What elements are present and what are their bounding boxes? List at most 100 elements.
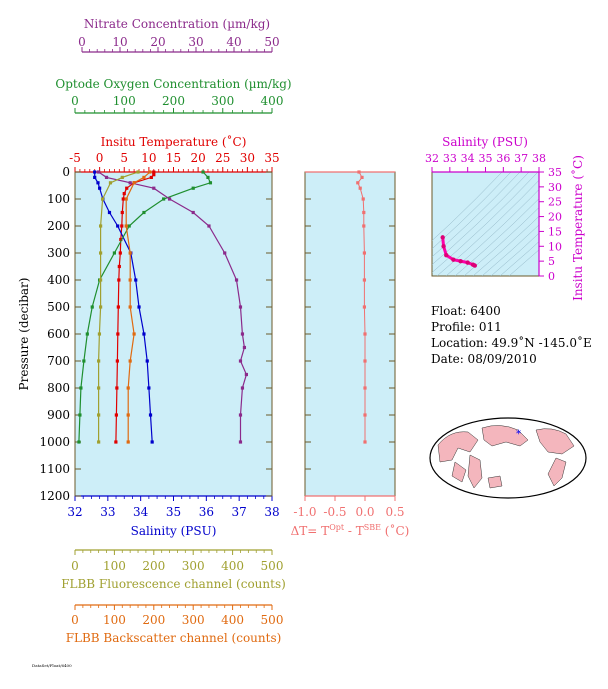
oxygen-axis-tick-label: 400 xyxy=(261,94,284,108)
delta-t-data-point xyxy=(361,197,365,201)
profile-data-point xyxy=(82,359,86,363)
profile-data-point xyxy=(167,197,172,201)
delta-t-data-point xyxy=(363,359,367,363)
ts-salinity-tick-label: 35 xyxy=(479,152,493,165)
profile-data-point xyxy=(116,224,120,228)
pressure-tick-label: 300 xyxy=(47,246,70,260)
world-map: * xyxy=(429,417,587,499)
density-isoline xyxy=(481,224,539,276)
delta-t-data-point xyxy=(362,210,366,215)
fluorescence-axis-tick-label: 400 xyxy=(221,559,244,573)
profile-data-point xyxy=(208,181,213,185)
profile-data-point xyxy=(99,278,103,282)
nitrate-axis-tick-label: 10 xyxy=(112,35,127,49)
profile-data-point xyxy=(242,345,247,350)
delta-t-label-part: Opt xyxy=(329,523,345,532)
delta-t-tick-label: -1.0 xyxy=(293,505,316,519)
profile-data-point xyxy=(207,224,211,228)
pressure-tick-label: 100 xyxy=(47,192,70,206)
profile-date: Date: 08/09/2010 xyxy=(431,352,537,366)
profile-data-point xyxy=(152,170,156,174)
ts-salinity-tick-label: 36 xyxy=(496,152,510,165)
profile-data-point xyxy=(244,372,248,377)
temperature-axis-tick-label: 20 xyxy=(190,151,205,165)
float-id: Float: 6400 xyxy=(431,304,501,318)
delta-t-label-part: ΔT= T xyxy=(291,524,330,538)
profile-data-point xyxy=(97,170,101,174)
delta-t-axis-label: ΔT= TOpt - TSBE (˚C) xyxy=(291,523,410,538)
ts-data-point xyxy=(444,253,449,258)
float-info: Float: 6400 Profile: 011 Location: 49.9˚… xyxy=(431,303,592,367)
oxygen-axis-tick-label: 100 xyxy=(113,94,136,108)
ts-data-point xyxy=(458,258,463,264)
profile-data-point xyxy=(78,413,82,417)
profile-data-point xyxy=(117,278,121,282)
delta-t-label-part: - T xyxy=(344,524,364,538)
backscatter-axis-tick-label: 100 xyxy=(103,613,126,627)
fluorescence-axis-label: FLBB Fluorescence channel (counts) xyxy=(61,577,286,591)
temperature-axis-tick-label: 35 xyxy=(264,151,279,165)
profile-data-point xyxy=(142,175,146,179)
ts-temperature-tick-label: 20 xyxy=(548,211,562,224)
profile-data-point xyxy=(118,251,122,255)
ts-salinity-axis-label: Salinity (PSU) xyxy=(442,135,528,149)
delta-t-data-point xyxy=(360,175,364,179)
profile-data-point xyxy=(127,224,131,228)
ts-temperature-axis-label: Insitu Temperature (˚C) xyxy=(570,155,585,301)
delta-t-data-point xyxy=(357,170,361,174)
fluorescence-axis-tick-label: 0 xyxy=(71,559,79,573)
delta-t-label-part: SBE xyxy=(364,523,381,532)
profile-data-point xyxy=(126,440,130,444)
fluorescence-axis-tick-label: 500 xyxy=(261,559,284,573)
density-isoline xyxy=(499,241,539,276)
ts-data-point xyxy=(472,263,477,268)
delta-t-data-point xyxy=(363,386,367,390)
temperature-axis-tick-label: 0 xyxy=(96,151,104,165)
profile-data-point xyxy=(152,173,156,177)
profile-data-point xyxy=(99,251,103,255)
temperature-axis-tick-label: 10 xyxy=(141,151,156,165)
backscatter-axis-tick-label: 400 xyxy=(221,613,244,627)
delta-t-data-point xyxy=(362,305,366,309)
profile-data-point xyxy=(124,224,128,228)
profile-data-point xyxy=(116,305,120,309)
profile-data-point xyxy=(128,278,132,282)
profile-data-point xyxy=(100,197,105,201)
pressure-tick-label: 400 xyxy=(47,273,70,287)
profile-data-point xyxy=(150,440,154,444)
density-isoline xyxy=(432,172,539,273)
delta-t-data-point xyxy=(363,413,367,417)
ts-density-isolines xyxy=(432,172,539,276)
temperature-axis-tick-label: 15 xyxy=(166,151,181,165)
float-location-marker: * xyxy=(516,429,521,440)
nitrate-axis-label: Nitrate Concentration (µm/kg) xyxy=(84,17,270,31)
salinity-axis-label: Salinity (PSU) xyxy=(131,524,217,538)
profile-data-point xyxy=(99,305,103,309)
backscatter-axis-tick-label: 200 xyxy=(142,613,165,627)
oxygen-axis-tick-label: 0 xyxy=(71,94,79,108)
salinity-axis-tick-label: 37 xyxy=(232,505,247,519)
salinity-axis-tick-label: 34 xyxy=(133,505,149,519)
density-isoline xyxy=(508,249,539,276)
pressure-tick-label: 900 xyxy=(47,408,70,422)
oxygen-axis-tick-label: 300 xyxy=(211,94,234,108)
backscatter-axis-tick-label: 300 xyxy=(182,613,205,627)
profile-data-point xyxy=(191,210,195,215)
profile-data-point xyxy=(132,332,136,336)
profile-data-point xyxy=(128,359,132,363)
profile-number: Profile: 011 xyxy=(431,320,502,334)
density-isoline xyxy=(432,172,512,250)
pressure-tick-label: 1000 xyxy=(39,435,70,449)
density-isoline xyxy=(472,216,539,276)
profile-data-point xyxy=(79,386,83,390)
backscatter-axis-label: FLBB Backscatter channel (counts) xyxy=(66,631,282,645)
pressure-tick-label: 800 xyxy=(47,381,70,395)
profile-data-point xyxy=(77,440,81,444)
nitrate-axis-tick-label: 30 xyxy=(188,35,203,49)
ts-salinity-tick-label: 33 xyxy=(443,152,457,165)
delta-t-data-point xyxy=(363,440,367,444)
salinity-axis-tick-label: 36 xyxy=(199,505,214,519)
salinity-axis-tick-label: 32 xyxy=(67,505,82,519)
